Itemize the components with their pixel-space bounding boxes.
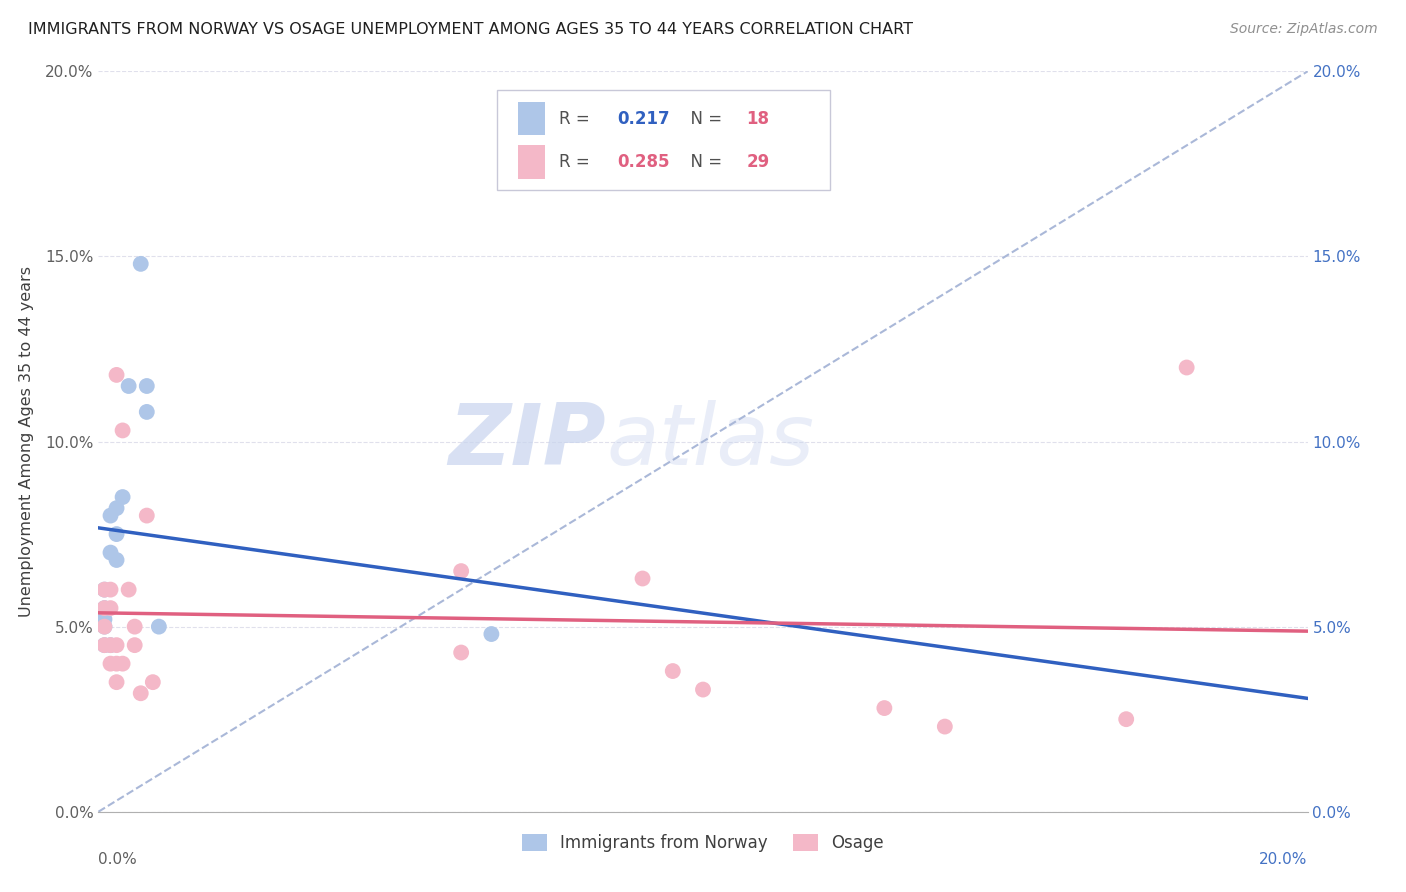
- Point: [111, 490, 134, 504]
- Text: 0.217: 0.217: [617, 110, 669, 128]
- Point: [100, 582, 122, 597]
- Point: [148, 619, 170, 633]
- Y-axis label: Unemployment Among Ages 35 to 44 years: Unemployment Among Ages 35 to 44 years: [20, 266, 34, 617]
- Bar: [517, 102, 544, 136]
- Point: [118, 379, 141, 393]
- Point: [93, 601, 115, 615]
- Point: [142, 675, 165, 690]
- Text: 0.0%: 0.0%: [98, 853, 138, 867]
- Point: [1115, 712, 1137, 726]
- Text: 20.0%: 20.0%: [1260, 853, 1308, 867]
- Point: [692, 682, 714, 697]
- Text: atlas: atlas: [606, 400, 814, 483]
- Text: 0.285: 0.285: [617, 153, 669, 171]
- Point: [124, 619, 146, 633]
- Bar: [517, 145, 544, 178]
- Point: [129, 686, 152, 700]
- Point: [93, 638, 115, 652]
- Point: [105, 553, 128, 567]
- Point: [93, 582, 115, 597]
- Point: [93, 612, 115, 626]
- Point: [124, 638, 146, 652]
- Point: [93, 619, 115, 633]
- Point: [631, 572, 654, 586]
- Point: [100, 545, 122, 560]
- Point: [111, 424, 134, 438]
- Point: [873, 701, 896, 715]
- Point: [1175, 360, 1198, 375]
- Point: [105, 638, 128, 652]
- Point: [118, 582, 141, 597]
- Point: [93, 638, 115, 652]
- Point: [93, 601, 115, 615]
- Point: [105, 527, 128, 541]
- Point: [661, 664, 683, 678]
- Point: [135, 405, 157, 419]
- Point: [100, 508, 122, 523]
- Point: [100, 601, 122, 615]
- Text: 18: 18: [747, 110, 769, 128]
- Point: [450, 646, 472, 660]
- Point: [450, 564, 472, 578]
- Point: [105, 657, 128, 671]
- Point: [934, 720, 956, 734]
- Legend: Immigrants from Norway, Osage: Immigrants from Norway, Osage: [516, 828, 890, 859]
- Text: R =: R =: [560, 110, 595, 128]
- Point: [93, 582, 115, 597]
- Text: ZIP: ZIP: [449, 400, 606, 483]
- Point: [100, 657, 122, 671]
- Point: [135, 379, 157, 393]
- Text: N =: N =: [681, 110, 727, 128]
- Point: [105, 675, 128, 690]
- Point: [129, 257, 152, 271]
- Point: [111, 657, 134, 671]
- Text: 29: 29: [747, 153, 769, 171]
- Text: R =: R =: [560, 153, 595, 171]
- Point: [135, 508, 157, 523]
- Point: [100, 638, 122, 652]
- FancyBboxPatch shape: [498, 90, 830, 190]
- Point: [93, 619, 115, 633]
- Text: IMMIGRANTS FROM NORWAY VS OSAGE UNEMPLOYMENT AMONG AGES 35 TO 44 YEARS CORRELATI: IMMIGRANTS FROM NORWAY VS OSAGE UNEMPLOY…: [28, 22, 912, 37]
- Text: N =: N =: [681, 153, 727, 171]
- Point: [481, 627, 503, 641]
- Text: Source: ZipAtlas.com: Source: ZipAtlas.com: [1230, 22, 1378, 37]
- Point: [100, 638, 122, 652]
- Point: [105, 368, 128, 382]
- Point: [105, 501, 128, 516]
